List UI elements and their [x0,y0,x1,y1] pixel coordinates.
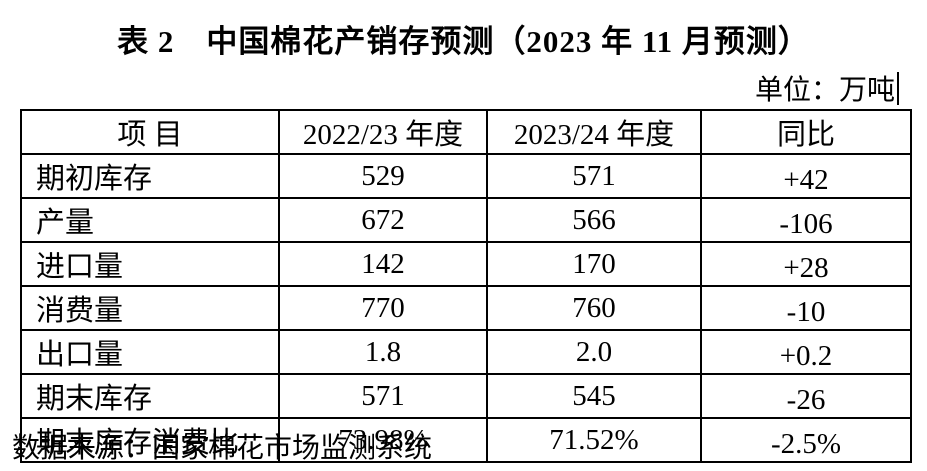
table-row: 期末库存消费比 73.98% 71.52% -2.5% [20,417,912,463]
value-cell-yoy: +42 [700,153,912,199]
table-row: 出口量 1.8 2.0 +0.2 [20,329,912,375]
value-cell-2022-23: 142 [278,241,488,287]
unit-label: 单位：万吨 [754,75,895,106]
value-cell-yoy: +28 [700,241,912,287]
column-header-yoy: 同比 [700,109,912,155]
row-label-cell: 期初库存 [20,153,280,199]
value-cell-2023-24: 760 [486,285,702,331]
table-header-row: 项 目 2022/23 年度 2023/24 年度 同比 [20,109,912,155]
value-cell-yoy: -26 [700,373,912,419]
forecast-table: 项 目 2022/23 年度 2023/24 年度 同比 期初库存 529 57… [20,109,912,463]
value-cell-2023-24: 545 [486,373,702,419]
value-cell-2023-24: 571 [486,153,702,199]
row-label-cell: 进口量 [20,241,280,287]
row-label-cell: 期末库存 [20,373,280,419]
table-row: 进口量 142 170 +28 [20,241,912,287]
value-cell-2022-23: 770 [278,285,488,331]
value-cell-yoy: -2.5% [700,417,912,463]
value-cell-2022-23: 1.8 [278,329,488,375]
value-cell-yoy: -10 [700,285,912,331]
column-header-item: 项 目 [20,109,280,155]
value-cell-yoy: -106 [700,197,912,243]
value-cell-2023-24: 71.52% [486,417,702,463]
text-cursor [897,71,899,105]
table-title: 表 2 中国棉花产销存预测（2023 年 11 月预测） [117,24,810,59]
column-header-2023-24: 2023/24 年度 [486,109,702,155]
value-cell-2023-24: 566 [486,197,702,243]
row-label-cell: 产量 [20,197,280,243]
value-cell-yoy: +0.2 [700,329,912,375]
table-row: 消费量 770 760 -10 [20,285,912,331]
value-cell-2022-23: 672 [278,197,488,243]
column-header-2022-23: 2022/23 年度 [278,109,488,155]
unit-label-row: 单位：万吨 [755,68,899,108]
table-row: 期末库存 571 545 -26 [20,373,912,419]
table-row: 产量 672 566 -106 [20,197,912,243]
value-cell-2022-23: 571 [278,373,488,419]
value-cell-2023-24: 170 [486,241,702,287]
table-row: 期初库存 529 571 +42 [20,153,912,199]
row-label-cell: 期末库存消费比 [20,417,280,463]
value-cell-2022-23: 73.98% [278,417,488,463]
data-source-note: 数据来源：国家棉花市场监测系统 [12,433,433,464]
value-cell-2022-23: 529 [278,153,488,199]
value-cell-2023-24: 2.0 [486,329,702,375]
row-label-cell: 出口量 [20,329,280,375]
row-label-cell: 消费量 [20,285,280,331]
